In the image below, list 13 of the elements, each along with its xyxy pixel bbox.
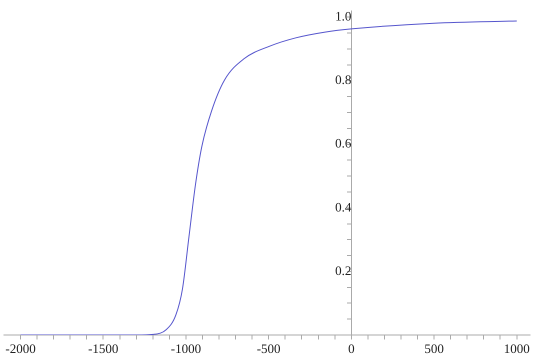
x-tick-label: -2000 xyxy=(5,341,36,355)
y-tick-label: 0.6 xyxy=(335,136,352,151)
y-tick-label: 1.0 xyxy=(335,8,352,24)
line-series xyxy=(20,20,518,335)
x-tick-label: 500 xyxy=(424,341,444,355)
y-tick-label: 0.2 xyxy=(335,262,352,278)
x-tick-label: -1500 xyxy=(88,341,118,355)
x-tick-label: -500 xyxy=(256,341,281,355)
x-tick-label: 0 xyxy=(348,341,355,355)
x-tick-label: -1000 xyxy=(170,341,202,355)
x-tick-label: 1000 xyxy=(504,341,530,355)
y-tick-label: 0.8 xyxy=(335,72,352,88)
y-tick-label: 0.4 xyxy=(335,199,352,214)
